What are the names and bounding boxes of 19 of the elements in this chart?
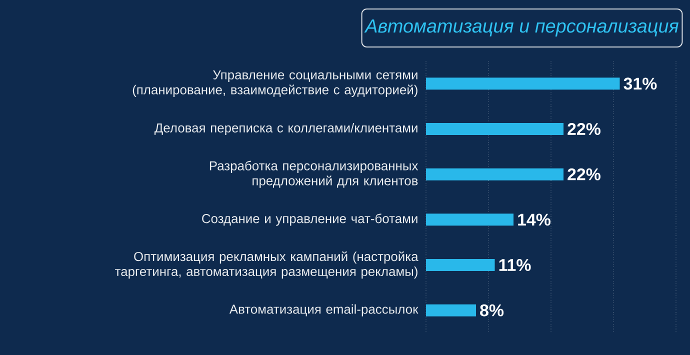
data-label: 11%	[499, 259, 531, 271]
data-label: 22%	[568, 168, 600, 180]
y-tick-label: Разработка персонализированных предложений для клиентов	[210, 160, 418, 188]
bar	[426, 259, 495, 272]
bar	[426, 78, 620, 90]
data-label: 8%	[480, 304, 504, 316]
y-tick-label: Оптимизация рекламных кампаний (настройка таргетинга, автоматизация размещения рекламы)	[115, 251, 418, 279]
bar	[426, 304, 476, 316]
y-tick-label: Создание и управление чат-ботами	[202, 214, 418, 226]
bar	[426, 168, 564, 180]
y-tick-label: Автоматизация email-рассылок	[229, 304, 418, 316]
chart-title: Автоматизация и персонализация	[364, 20, 678, 36]
bar	[426, 214, 514, 226]
data-label: 14%	[518, 214, 550, 226]
data-label: 22%	[568, 123, 600, 135]
y-tick-label: Управление социальными сетями (планирование, взаимодействие с аудиторией)	[132, 70, 418, 97]
y-tick-label: Деловая переписка с коллегами/клиентами	[154, 122, 418, 136]
data-label: 31%	[624, 78, 657, 90]
bar	[426, 123, 564, 135]
